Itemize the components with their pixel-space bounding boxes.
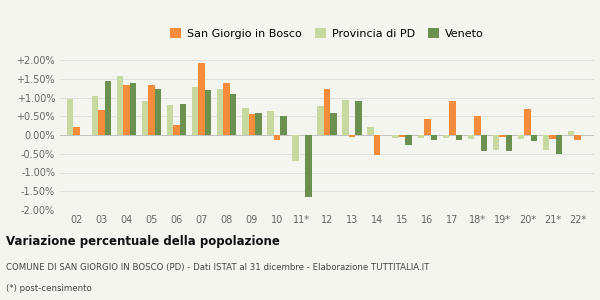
Bar <box>73 127 80 135</box>
Bar <box>342 100 349 135</box>
Bar <box>280 116 287 135</box>
Bar <box>104 81 111 135</box>
Bar <box>292 135 299 161</box>
Bar <box>205 90 211 135</box>
Bar <box>543 135 550 150</box>
Bar <box>167 105 173 135</box>
Bar <box>481 135 487 151</box>
Bar <box>223 83 230 135</box>
Bar <box>531 135 538 141</box>
Bar <box>67 99 73 135</box>
Bar <box>217 89 223 135</box>
Bar <box>418 135 424 138</box>
Bar <box>467 135 474 139</box>
Bar <box>399 135 406 137</box>
Bar <box>374 135 380 154</box>
Bar <box>116 76 123 135</box>
Bar <box>98 110 104 135</box>
Bar <box>506 135 512 151</box>
Text: Variazione percentuale della popolazione: Variazione percentuale della popolazione <box>6 235 280 248</box>
Bar <box>443 135 449 138</box>
Bar <box>305 135 312 197</box>
Bar <box>155 89 161 135</box>
Bar <box>123 85 130 135</box>
Bar <box>324 88 330 135</box>
Bar <box>499 135 506 137</box>
Bar <box>449 101 455 135</box>
Bar <box>424 119 431 135</box>
Bar <box>474 116 481 135</box>
Bar <box>192 87 199 135</box>
Bar <box>274 135 280 140</box>
Bar <box>431 135 437 140</box>
Bar <box>317 106 324 135</box>
Bar <box>518 135 524 139</box>
Bar <box>148 85 155 135</box>
Bar <box>455 135 462 140</box>
Bar <box>255 113 262 135</box>
Bar <box>392 135 399 138</box>
Bar <box>230 94 236 135</box>
Bar <box>173 124 180 135</box>
Bar <box>367 127 374 135</box>
Bar <box>568 130 574 135</box>
Bar <box>199 63 205 135</box>
Text: (*) post-censimento: (*) post-censimento <box>6 284 92 293</box>
Bar <box>92 96 98 135</box>
Bar <box>349 135 355 137</box>
Bar <box>524 109 531 135</box>
Bar <box>242 108 248 135</box>
Bar <box>330 113 337 135</box>
Bar <box>248 114 255 135</box>
Bar <box>180 104 187 135</box>
Bar <box>550 135 556 139</box>
Bar <box>142 101 148 135</box>
Bar <box>267 111 274 135</box>
Bar <box>130 82 136 135</box>
Bar <box>355 100 362 135</box>
Bar <box>493 135 499 150</box>
Bar <box>556 135 562 154</box>
Bar <box>406 135 412 145</box>
Legend: San Giorgio in Bosco, Provincia di PD, Veneto: San Giorgio in Bosco, Provincia di PD, V… <box>166 24 488 43</box>
Bar <box>574 135 581 140</box>
Text: COMUNE DI SAN GIORGIO IN BOSCO (PD) - Dati ISTAT al 31 dicembre - Elaborazione T: COMUNE DI SAN GIORGIO IN BOSCO (PD) - Da… <box>6 263 430 272</box>
